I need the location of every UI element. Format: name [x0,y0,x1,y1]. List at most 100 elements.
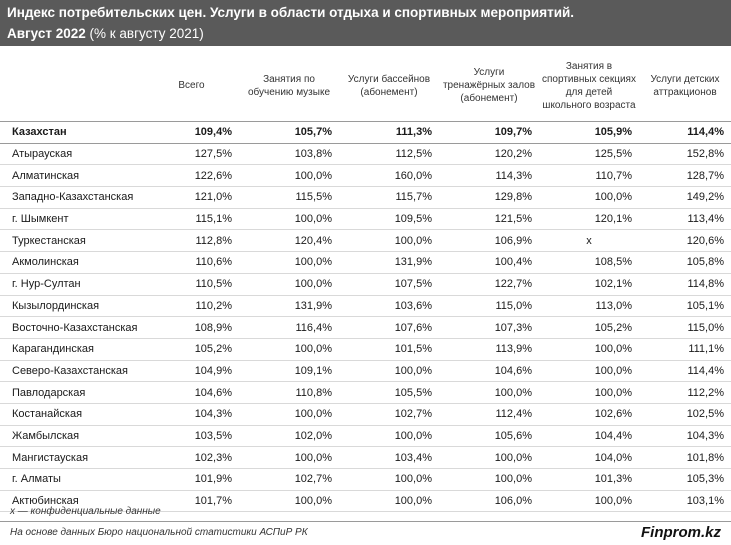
value-cell: 107,6% [339,316,439,339]
value-cell: 104,4% [539,425,639,448]
value-cell: 114,4% [639,121,731,144]
region-name-cell: Северо-Казахстанская [0,360,144,383]
value-cell: 114,4% [639,360,731,383]
value-cell: 100,0% [239,208,339,231]
value-cell: 107,3% [439,316,539,339]
value-cell: 105,7% [239,121,339,144]
value-cell: 103,4% [339,446,439,469]
value-cell: 105,9% [539,121,639,144]
value-cell: 112,8% [144,229,239,253]
value-cell: 104,6% [439,360,539,383]
region-name-cell: Актюбинская [0,490,144,513]
region-name-cell: г. Алматы [0,468,144,491]
value-cell: 100,0% [539,338,639,361]
value-cell: 160,0% [339,164,439,188]
value-cell: 149,2% [639,186,731,209]
value-cell: 104,3% [144,403,239,426]
value-cell: 115,5% [239,186,339,209]
value-cell: 152,8% [639,143,731,166]
table-row: Алматинская 122,6% 100,0% 160,0% 114,3% 110,7… [0,164,731,188]
value-cell: 115,7% [339,186,439,209]
region-name-cell: Кызылординская [0,295,144,318]
column-header-music: Занятия по обучению музыке [239,50,339,122]
value-cell: 100,0% [239,403,339,426]
value-cell: 100,0% [539,490,639,513]
value-cell: 100,4% [439,251,539,274]
table-row: Карагандинская 105,2% 100,0% 101,5% 113,9% 10… [0,338,731,361]
table-row: Костанайская 104,3% 100,0% 102,7% 112,4% 102,… [0,403,731,426]
value-cell: 104,9% [144,360,239,383]
value-cell: 100,0% [439,446,539,469]
value-cell: 112,2% [639,381,731,404]
value-cell: 105,1% [639,295,731,318]
value-cell: 104,6% [144,381,239,404]
value-cell: 102,5% [639,403,731,426]
value-cell: 102,7% [239,468,339,491]
value-cell: 101,5% [339,338,439,361]
value-cell: 100,0% [439,468,539,491]
value-cell: 102,7% [339,403,439,426]
value-cell: 102,3% [144,446,239,469]
table-row: Восточно-Казахстанская 108,9% 116,4% 107,6%… [0,316,731,339]
region-name-cell: Атырауская [0,143,144,166]
title-bar: Индекс потребительских цен. Услуги в обл… [0,0,731,46]
value-cell: 114,8% [639,273,731,296]
source-text: На основе данных Бюро национальной стати… [10,527,308,538]
value-cell: 107,5% [339,273,439,296]
value-cell: 103,1% [639,490,731,513]
value-cell: 105,2% [539,316,639,339]
column-header-attractions: Услуги детских аттракционов [639,50,731,122]
value-cell: 128,7% [639,164,731,188]
region-name-cell: г. Нур-Султан [0,273,144,296]
table-row: г. Шымкент 115,1% 100,0% 109,5% 121,5% 120,1%… [0,208,731,231]
value-cell: 103,6% [339,295,439,318]
value-cell: 104,3% [639,425,731,448]
region-name-cell: Жамбылская [0,425,144,448]
value-cell: 105,6% [439,425,539,448]
value-cell: 114,3% [439,164,539,188]
value-cell: 100,0% [439,381,539,404]
brand-logo: Finprom.kz [640,524,721,541]
value-cell: 110,8% [239,381,339,404]
value-cell: 100,0% [239,273,339,296]
value-cell: 125,5% [539,143,639,166]
region-name-cell: Западно-Казахстанская [0,186,144,209]
value-cell: 101,8% [639,446,731,469]
value-cell: 127,5% [144,143,239,166]
value-cell: 105,2% [144,338,239,361]
value-cell: 105,5% [339,381,439,404]
region-name-cell: Костанайская [0,403,144,426]
value-cell: 106,0% [439,490,539,513]
confidential-note: х — конфиденциальные данные [10,506,161,517]
value-cell: 110,7% [539,164,639,188]
value-cell: 110,5% [144,273,239,296]
value-cell: 110,2% [144,295,239,318]
column-header-total: Всего [144,50,239,122]
value-cell: 103,5% [144,425,239,448]
table-row: Туркестанская 112,8% 120,4% 100,0% 106,9% x 12… [0,229,731,253]
region-name-cell: Казахстан [0,121,144,144]
table-header-row: Всего Занятия по обучению музыке Услуги … [0,50,731,122]
value-cell: 111,1% [639,338,731,361]
value-cell: 109,4% [144,121,239,144]
value-cell: 101,3% [539,468,639,491]
value-cell: 100,0% [339,425,439,448]
subtitle-period: Август 2022 [7,26,86,41]
value-cell: 100,0% [539,381,639,404]
value-cell: 120,2% [439,143,539,166]
value-cell: 131,9% [339,251,439,274]
value-cell: 104,0% [539,446,639,469]
value-cell: 101,9% [144,468,239,491]
region-name-cell: Павлодарская [0,381,144,404]
value-cell: 116,4% [239,316,339,339]
region-name-cell: Восточно-Казахстанская [0,316,144,339]
value-cell: 102,0% [239,425,339,448]
table-row: Западно-Казахстанская 121,0% 115,5% 115,7% 1… [0,186,731,209]
value-cell: 113,9% [439,338,539,361]
value-cell: 101,7% [144,490,239,513]
value-cell: 115,0% [639,316,731,339]
subtitle-unit: (% к августу 2021) [85,26,204,41]
value-cell: 100,0% [239,338,339,361]
value-cell: 100,0% [339,229,439,253]
table-row: Актюбинская 101,7% 100,0% 100,0% 106,0% 100,0… [0,490,731,513]
